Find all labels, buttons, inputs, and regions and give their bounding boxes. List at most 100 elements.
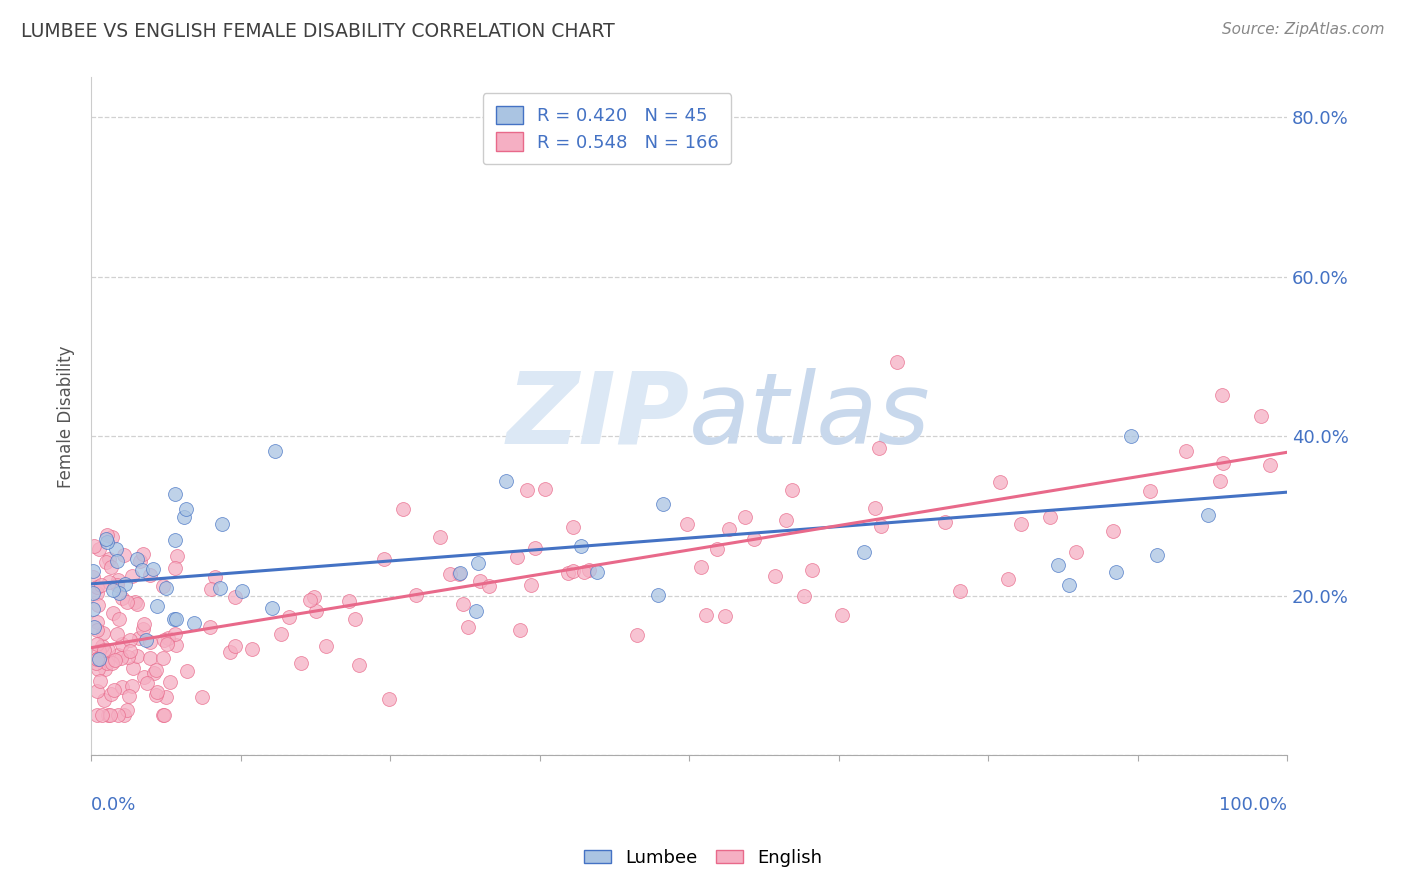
- Point: [152, 651, 174, 665]
- Point: [125, 597, 148, 611]
- Point: [83, 620, 105, 634]
- Point: [124, 595, 146, 609]
- Point: [159, 674, 181, 689]
- Point: [763, 569, 786, 583]
- Point: [118, 632, 141, 647]
- Point: [451, 597, 474, 611]
- Point: [578, 563, 600, 577]
- Point: [91, 626, 114, 640]
- Point: [1105, 565, 1128, 579]
- Point: [163, 533, 186, 547]
- Point: [82, 586, 104, 600]
- Point: [457, 620, 479, 634]
- Point: [111, 680, 134, 694]
- Point: [86, 615, 108, 629]
- Point: [155, 582, 177, 596]
- Point: [1046, 558, 1069, 573]
- Point: [1212, 456, 1234, 470]
- Point: [145, 688, 167, 702]
- Text: 100.0%: 100.0%: [1219, 796, 1286, 814]
- Point: [1059, 577, 1081, 591]
- Point: [533, 482, 555, 496]
- Point: [86, 708, 108, 723]
- Point: [183, 615, 205, 630]
- Point: [231, 584, 253, 599]
- Point: [208, 581, 231, 595]
- Point: [165, 638, 187, 652]
- Point: [1039, 509, 1062, 524]
- Point: [101, 583, 124, 598]
- Point: [277, 610, 299, 624]
- Point: [94, 532, 117, 546]
- Point: [157, 631, 180, 645]
- Point: [863, 501, 886, 516]
- Point: [100, 687, 122, 701]
- Text: ZIP: ZIP: [506, 368, 689, 465]
- Point: [290, 657, 312, 671]
- Point: [98, 708, 121, 723]
- Point: [121, 679, 143, 693]
- Point: [87, 662, 110, 676]
- Point: [112, 708, 135, 723]
- Point: [344, 612, 367, 626]
- Point: [391, 502, 413, 516]
- Point: [516, 483, 538, 497]
- Point: [97, 643, 120, 657]
- Point: [988, 475, 1011, 490]
- Point: [305, 604, 328, 618]
- Point: [86, 580, 108, 594]
- Point: [96, 535, 118, 549]
- Point: [219, 645, 242, 659]
- Point: [868, 442, 890, 456]
- Point: [524, 541, 547, 555]
- Point: [93, 643, 115, 657]
- Point: [152, 579, 174, 593]
- Point: [107, 708, 129, 723]
- Point: [135, 632, 157, 647]
- Point: [337, 594, 360, 608]
- Point: [315, 639, 337, 653]
- Point: [718, 522, 741, 536]
- Point: [465, 604, 488, 618]
- Point: [90, 578, 112, 592]
- Point: [224, 590, 246, 604]
- Text: LUMBEE VS ENGLISH FEMALE DISABILITY CORRELATION CHART: LUMBEE VS ENGLISH FEMALE DISABILITY CORR…: [21, 22, 614, 41]
- Point: [87, 651, 110, 665]
- Point: [108, 586, 131, 600]
- Point: [153, 708, 176, 723]
- Point: [156, 637, 179, 651]
- Point: [94, 662, 117, 676]
- Point: [97, 575, 120, 590]
- Point: [163, 627, 186, 641]
- Point: [509, 623, 531, 637]
- Y-axis label: Female Disability: Female Disability: [58, 345, 75, 488]
- Point: [107, 573, 129, 587]
- Point: [793, 589, 815, 603]
- Point: [165, 612, 187, 626]
- Point: [886, 355, 908, 369]
- Point: [780, 483, 803, 497]
- Point: [105, 578, 128, 592]
- Point: [97, 552, 120, 566]
- Text: 0.0%: 0.0%: [91, 796, 136, 814]
- Point: [108, 612, 131, 626]
- Point: [997, 572, 1019, 586]
- Point: [104, 653, 127, 667]
- Point: [378, 691, 401, 706]
- Point: [96, 555, 118, 569]
- Point: [1066, 545, 1088, 559]
- Point: [572, 566, 595, 580]
- Point: [519, 577, 541, 591]
- Point: [105, 541, 128, 556]
- Point: [86, 652, 108, 666]
- Point: [153, 632, 176, 647]
- Point: [439, 567, 461, 582]
- Point: [122, 661, 145, 675]
- Point: [82, 601, 104, 615]
- Point: [467, 556, 489, 570]
- Point: [115, 703, 138, 717]
- Point: [260, 601, 283, 615]
- Point: [155, 690, 177, 705]
- Text: Source: ZipAtlas.com: Source: ZipAtlas.com: [1222, 22, 1385, 37]
- Point: [734, 510, 756, 524]
